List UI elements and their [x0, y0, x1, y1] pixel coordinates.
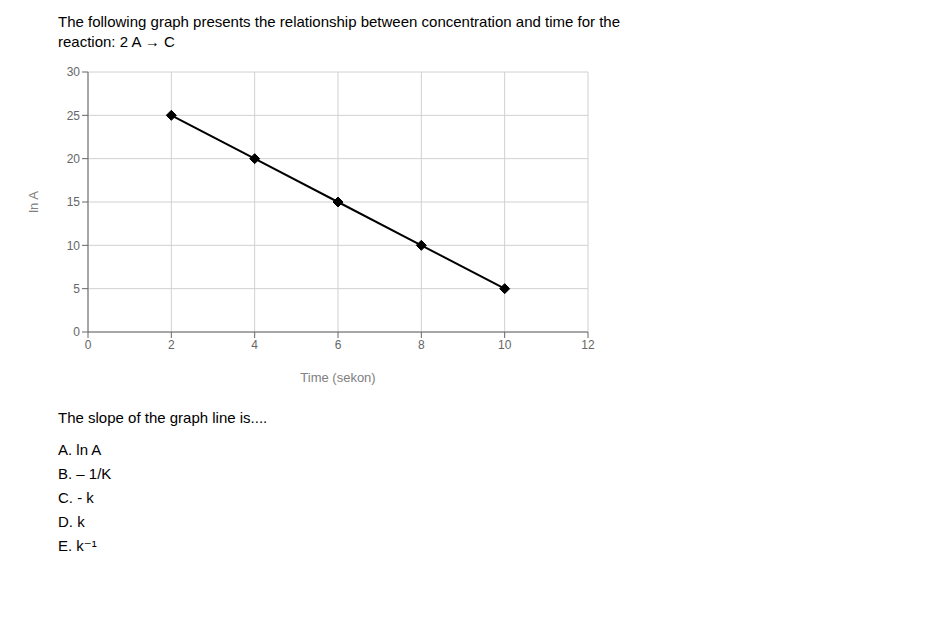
svg-text:12: 12	[581, 338, 595, 352]
svg-text:30: 30	[67, 65, 81, 79]
svg-text:15: 15	[67, 195, 81, 209]
html-text:E. k⁻¹: E. k⁻¹	[58, 537, 97, 554]
svg-text:2: 2	[168, 338, 175, 352]
svg-text:ln A: ln A	[26, 191, 41, 213]
svg-text:0: 0	[85, 338, 92, 352]
html-text:A. ln A: A. ln A	[58, 441, 102, 458]
svg-text:0: 0	[73, 325, 80, 339]
svg-text:10: 10	[67, 239, 81, 253]
svg-text:4: 4	[251, 338, 258, 352]
svg-text:25: 25	[67, 109, 81, 123]
svg-text:8: 8	[418, 338, 425, 352]
svg-text:6: 6	[335, 338, 342, 352]
svg-text:20: 20	[67, 152, 81, 166]
svg-text:10: 10	[498, 338, 512, 352]
html-text:C. - k: C. - k	[58, 489, 94, 506]
html-text:reaction: 2 A → C: reaction: 2 A → C	[58, 33, 175, 50]
svg-text:5: 5	[73, 282, 80, 296]
html-text:The slope of the graph line is: The slope of the graph line is....	[58, 409, 268, 426]
html-text:The following graph presents t: The following graph presents the relatio…	[58, 13, 620, 30]
svg-text:Time (sekon): Time (sekon)	[300, 370, 375, 385]
html-text:D. k: D. k	[58, 513, 85, 530]
html-text:B. – 1/K: B. – 1/K	[58, 465, 112, 482]
